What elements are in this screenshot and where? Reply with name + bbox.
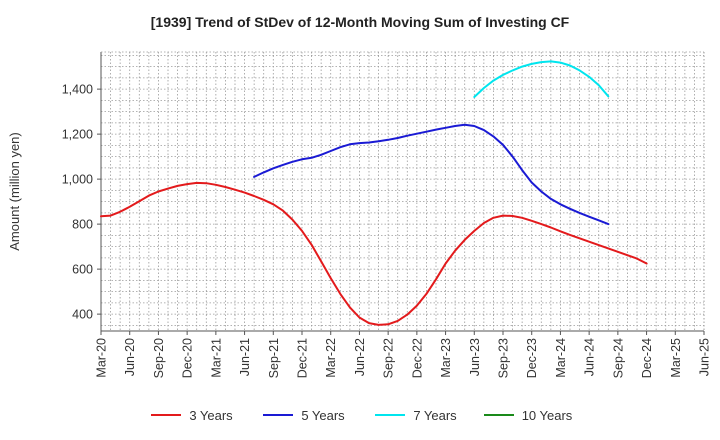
x-tick-label: Dec-23 <box>525 338 539 378</box>
x-tick-label: Jun-23 <box>468 338 482 376</box>
y-tick-label: 1,000 <box>62 173 93 187</box>
legend-item-7-years: 7 Years <box>360 408 472 423</box>
y-tick-label: 600 <box>72 263 93 277</box>
x-tick-label: Mar-20 <box>95 338 109 378</box>
legend: 3 Years 5 Years 7 Years 10 Years <box>0 404 720 426</box>
legend-label: 7 Years <box>413 407 457 423</box>
legend-swatch <box>151 414 182 416</box>
legend-label: 10 Years <box>521 407 573 423</box>
x-tick-label: Sep-21 <box>267 338 281 378</box>
series-line-7-years <box>473 60 610 98</box>
x-tick-label: Mar-22 <box>324 338 338 378</box>
legend-label: 5 Years <box>301 407 345 423</box>
x-tick-label: Dec-24 <box>640 338 654 378</box>
x-tick-label: Dec-22 <box>410 338 424 378</box>
series-line-5-years <box>253 123 610 226</box>
legend-swatch <box>263 414 294 416</box>
x-tick-label: Jun-25 <box>698 338 712 376</box>
series-line-3-years <box>100 181 648 326</box>
legend-item-10-years: 10 Years <box>472 408 584 423</box>
legend-swatch <box>375 414 406 416</box>
y-tick-label: 1,400 <box>62 83 93 97</box>
x-tick-label: Sep-22 <box>382 338 396 378</box>
chart-title: [1939] Trend of StDev of 12-Month Moving… <box>150 14 570 30</box>
grid-layer <box>100 52 705 331</box>
legend-label: 3 Years <box>189 407 233 423</box>
x-tick-label: Mar-21 <box>209 338 223 378</box>
plot-background <box>101 52 704 331</box>
x-tick-label: Mar-24 <box>554 338 568 378</box>
x-tick-label: Dec-20 <box>181 338 195 378</box>
y-tick-label: 400 <box>72 308 93 322</box>
axis-layer <box>97 51 705 335</box>
y-tick-label: 800 <box>72 218 93 232</box>
x-tick-label: Jun-20 <box>123 338 137 376</box>
legend-item-3-years: 3 Years <box>136 408 248 423</box>
x-tick-label: Jun-24 <box>583 338 597 376</box>
x-tick-label: Sep-20 <box>152 338 166 378</box>
series-layer <box>100 60 648 326</box>
x-tick-label: Mar-25 <box>669 338 683 378</box>
x-tick-label: Mar-23 <box>439 338 453 378</box>
legend-swatch <box>483 414 514 416</box>
x-tick-label: Sep-24 <box>611 338 625 378</box>
legend-item-5-years: 5 Years <box>248 408 360 423</box>
label-layer: 400 600 800 1,000 1,200 1,400 Mar-20 Jun-20 Sep-… <box>7 83 712 379</box>
y-axis-label: Amount (million yen) <box>7 132 22 251</box>
y-tick-label: 1,200 <box>62 128 93 142</box>
x-tick-label: Sep-23 <box>497 338 511 378</box>
x-tick-label: Dec-21 <box>296 338 310 378</box>
x-tick-label: Jun-21 <box>238 338 252 376</box>
x-tick-label: Jun-22 <box>353 338 367 376</box>
